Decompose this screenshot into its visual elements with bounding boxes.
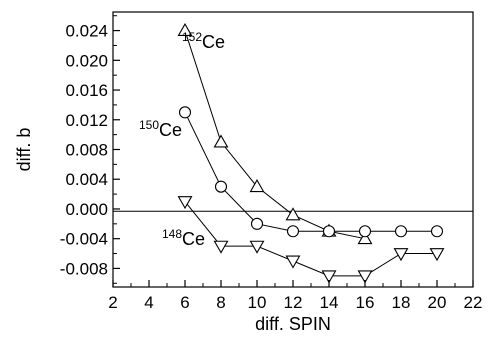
series-label-mass-number: 152 [182, 30, 202, 44]
data-point [357, 270, 373, 284]
x-tick-label: 20 [428, 293, 447, 312]
series-label-mass-number: 148 [162, 227, 182, 241]
data-point [394, 225, 408, 238]
series-152-ce [177, 22, 373, 245]
series-label: 152Ce [182, 30, 225, 52]
series-line [184, 201, 437, 277]
data-point [249, 240, 265, 254]
series-label-element: Ce [182, 229, 205, 249]
y-tick-label: 0.008 [65, 141, 108, 160]
x-tick-label: 14 [320, 293, 339, 312]
data-point [213, 240, 229, 254]
data-point [430, 225, 444, 238]
y-tick-label: -0.004 [60, 230, 108, 249]
data-point [286, 225, 300, 238]
y-tick-label: 0.012 [65, 111, 108, 130]
series-line [184, 112, 437, 232]
series-label: 148Ce [162, 227, 205, 249]
x-tick-label: 10 [248, 293, 267, 312]
y-tick-label: 0.020 [65, 51, 108, 70]
series-line [184, 30, 366, 240]
x-tick-label: 6 [180, 293, 189, 312]
series-label-mass-number: 150 [139, 118, 159, 132]
y-axis-title: diff. b [14, 128, 34, 172]
data-point [357, 231, 373, 245]
data-point [322, 225, 336, 238]
x-tick-label: 18 [392, 293, 411, 312]
x-tick-label: 8 [216, 293, 225, 312]
x-tick-label: 16 [356, 293, 375, 312]
data-point [393, 248, 409, 262]
x-tick-label: 4 [144, 293, 153, 312]
data-point [285, 255, 301, 269]
y-tick-label: 0.004 [65, 170, 108, 189]
y-tick-label: -0.008 [60, 259, 108, 278]
series-label-element: Ce [159, 120, 182, 140]
data-point [178, 106, 192, 119]
data-point [214, 180, 228, 193]
data-point [358, 225, 372, 238]
series-label-element: Ce [202, 32, 225, 52]
data-point [285, 207, 301, 221]
data-point [177, 22, 193, 37]
data-point [249, 179, 265, 193]
data-point [321, 270, 337, 284]
data-point [429, 248, 445, 262]
y-tick-label: 0.000 [65, 200, 108, 219]
series-150-ce [178, 106, 444, 238]
x-tick-label: 22 [464, 293, 483, 312]
x-tick-label: 12 [284, 293, 303, 312]
x-axis-title: diff. SPIN [255, 314, 331, 334]
axes-layer: 2 4 6 8 10 12 14 16 18 20 22 -0.008 -0.004 0.000 0.004… [60, 15, 483, 312]
data-point [250, 217, 264, 230]
y-tick-label: 0.024 [65, 22, 108, 41]
y-tick-label: 0.016 [65, 81, 108, 100]
data-point [177, 196, 193, 210]
x-tick-label: 2 [108, 293, 117, 312]
series-148-ce [177, 196, 445, 284]
data-point [213, 134, 229, 148]
series-label: 150Ce [139, 118, 182, 140]
plot-frame [112, 11, 474, 288]
series-layer [177, 22, 445, 284]
